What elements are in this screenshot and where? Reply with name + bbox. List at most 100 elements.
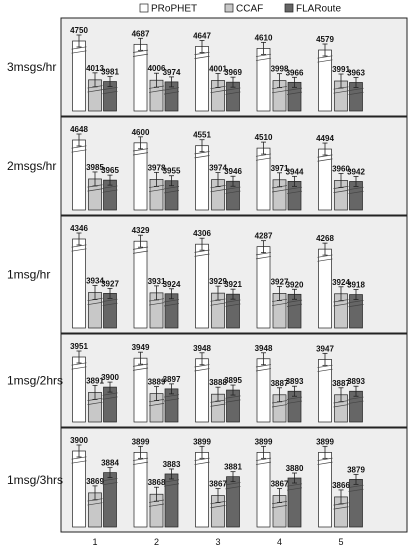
break-line-a-p4-s0-c3 — [255, 457, 272, 461]
break-line-a-p0-s2-c0 — [102, 86, 118, 91]
break-gap-p4-s0-c1 — [134, 459, 147, 464]
break-gap-p2-s2-c1 — [165, 300, 178, 305]
break-gap-p1-s2-c3 — [288, 188, 301, 193]
break-gap-p0-s1-c2 — [212, 87, 224, 92]
break-line-a-p3-s2-c0 — [102, 392, 118, 396]
break-line-a-p4-s2-c3 — [286, 483, 303, 487]
break-gap-p4-s1-c2 — [212, 502, 224, 507]
break-gap-p3-s0-c4 — [319, 366, 331, 371]
break-line-a-p0-s2-c1 — [163, 87, 180, 91]
break-gap-p0-s0-c1 — [134, 51, 147, 56]
break-gap-p2-s2-c2 — [227, 301, 239, 306]
value-label-p3-s2-c0: 3900 — [101, 373, 119, 382]
break-line-a-p1-s0-c0 — [71, 145, 87, 149]
break-line-b-p2-s0-c0 — [71, 248, 87, 252]
value-label-p4-s1-c3: 3867 — [271, 480, 289, 489]
break-gap-p1-s0-c1 — [134, 149, 147, 154]
break-line-b-p0-s1-c2 — [210, 89, 226, 94]
value-label-p3-s2-c1: 3897 — [163, 375, 181, 384]
value-label-p3-s1-c3: 3887 — [271, 379, 289, 388]
break-gap-p2-s1-c2 — [212, 300, 224, 305]
break-gap-p0-s0-c4 — [319, 57, 331, 62]
value-label-p3-s1-c2: 3888 — [209, 378, 227, 387]
legend-swatch-0 — [139, 3, 149, 13]
break-gap-p0-s2-c4 — [350, 89, 362, 94]
x-tick-label-4: 5 — [338, 537, 343, 547]
value-label-p2-s1-c4: 3924 — [332, 278, 350, 287]
value-label-p1-s2-c4: 3942 — [347, 167, 365, 176]
break-line-a-p4-s2-c2 — [225, 482, 241, 486]
x-tick-label-1: 2 — [154, 537, 159, 547]
break-line-a-p2-s2-c1 — [163, 299, 180, 303]
break-line-b-p3-s0-c3 — [255, 368, 272, 372]
value-label-p4-s1-c2: 3867 — [209, 480, 227, 489]
value-label-p3-s0-c1: 3949 — [132, 343, 150, 352]
break-line-b-p1-s0-c4 — [317, 158, 333, 162]
break-gap-p2-s0-c2 — [196, 251, 208, 256]
break-line-a-p2-s2-c3 — [286, 299, 303, 303]
break-line-a-p3-s0-c2 — [194, 364, 210, 368]
break-gap-p1-s2-c1 — [165, 187, 178, 192]
value-label-p3-s0-c0: 3951 — [70, 342, 88, 351]
break-line-b-p0-s1-c4 — [333, 90, 349, 94]
break-gap-p4-s1-c0 — [89, 499, 101, 504]
break-gap-p2-s2-c3 — [288, 301, 301, 306]
value-label-p2-s1-c1: 3931 — [148, 277, 166, 286]
value-label-p2-s2-c0: 3927 — [101, 279, 119, 288]
break-line-b-p2-s0-c3 — [255, 256, 272, 260]
break-line-a-p1-s2-c3 — [286, 186, 303, 190]
x-tick-label-0: 1 — [92, 537, 97, 547]
value-label-p2-s2-c2: 3921 — [224, 280, 242, 289]
break-line-b-p2-s2-c2 — [225, 303, 241, 307]
break-gap-p0-s0-c3 — [257, 55, 270, 60]
break-gap-p1-s1-c2 — [212, 186, 224, 191]
break-gap-p3-s1-c1 — [150, 400, 163, 405]
value-label-p4-s1-c1: 3868 — [148, 478, 166, 487]
break-line-b-p4-s1-c2 — [210, 505, 226, 509]
break-line-a-p2-s2-c4 — [348, 300, 364, 304]
break-line-a-p3-s0-c4 — [317, 364, 333, 368]
value-label-p3-s2-c3: 3893 — [286, 377, 304, 386]
break-line-b-p0-s0-c3 — [255, 57, 272, 61]
break-line-b-p0-s2-c3 — [286, 91, 303, 95]
break-line-b-p1-s0-c0 — [71, 149, 87, 153]
break-line-b-p2-s2-c3 — [286, 303, 303, 307]
break-gap-p3-s1-c0 — [89, 399, 101, 404]
break-line-b-p0-s1-c3 — [271, 90, 288, 94]
bar-prophet-p2-c2 — [195, 243, 209, 329]
panel-label-2: 1msg/hr — [7, 268, 50, 282]
break-line-b-p1-s1-c3 — [271, 189, 288, 193]
value-label-p4-s2-c2: 3881 — [224, 463, 242, 472]
break-gap-p4-s0-c0 — [73, 458, 85, 462]
value-label-p1-s1-c3: 3971 — [271, 164, 289, 173]
break-line-b-p1-s2-c4 — [348, 190, 364, 195]
value-label-p1-s2-c0: 3965 — [101, 166, 119, 175]
break-gap-p2-s1-c1 — [150, 299, 163, 304]
break-line-a-p0-s0-c0 — [71, 46, 87, 50]
value-label-p1-s1-c0: 3985 — [86, 163, 104, 172]
break-gap-p2-s2-c4 — [350, 301, 362, 306]
break-line-b-p0-s0-c4 — [317, 59, 333, 63]
break-line-a-p4-s2-c0 — [102, 478, 118, 482]
break-gap-p1-s2-c4 — [350, 188, 362, 193]
break-gap-p2-s2-c0 — [104, 300, 116, 305]
break-gap-p3-s2-c3 — [288, 398, 301, 403]
break-line-b-p4-s1-c3 — [271, 505, 288, 509]
break-line-b-p1-s1-c2 — [210, 189, 226, 193]
x-tick-label-3: 4 — [277, 537, 282, 547]
break-line-b-p4-s0-c3 — [255, 461, 272, 465]
value-label-p2-s0-c3: 4287 — [255, 232, 273, 241]
value-label-p3-s0-c4: 3947 — [316, 344, 334, 353]
value-label-p0-s0-c1: 4687 — [132, 29, 150, 38]
break-line-a-p4-s0-c2 — [194, 457, 210, 461]
break-gap-p2-s1-c0 — [89, 299, 101, 304]
break-gap-p2-s0-c0 — [73, 246, 85, 250]
break-gap-p4-s2-c1 — [165, 480, 178, 485]
break-line-b-p2-s2-c0 — [102, 302, 118, 306]
break-line-b-p0-s1-c0 — [87, 89, 103, 93]
break-line-b-p0-s2-c1 — [163, 91, 180, 95]
break-line-a-p3-s2-c4 — [348, 396, 364, 400]
break-line-a-p1-s2-c1 — [163, 186, 180, 190]
break-gap-p1-s2-c2 — [227, 188, 239, 193]
break-gap-p3-s0-c0 — [73, 364, 85, 368]
